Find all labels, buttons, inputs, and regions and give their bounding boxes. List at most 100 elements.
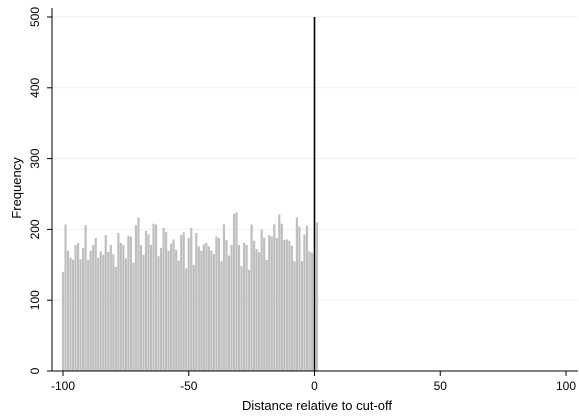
histogram-bar xyxy=(222,224,226,371)
histogram-bar xyxy=(112,254,115,371)
histogram-bar xyxy=(154,224,158,371)
x-tick-label: -100 xyxy=(51,379,75,393)
histogram-bar xyxy=(64,224,67,371)
histogram-bar xyxy=(107,252,110,371)
histogram-bar xyxy=(240,266,243,371)
histogram-bar xyxy=(230,244,233,371)
histogram-bar xyxy=(119,242,122,371)
histogram-bar xyxy=(205,242,208,371)
histogram-bar xyxy=(273,224,276,371)
histogram-bar xyxy=(303,234,306,371)
histogram-bar xyxy=(76,242,80,371)
histogram-bar xyxy=(147,234,150,371)
histogram-bar xyxy=(315,222,319,371)
histogram-bar xyxy=(134,225,138,371)
histogram-bar xyxy=(172,239,175,371)
histogram-bar xyxy=(310,252,314,371)
histogram-bar xyxy=(129,236,133,371)
histogram-bar xyxy=(182,232,185,371)
histogram-bar xyxy=(245,244,248,371)
histogram-bar xyxy=(200,250,203,371)
histogram-bar xyxy=(69,257,72,371)
histogram-bar xyxy=(127,235,130,371)
histogram-bar xyxy=(142,254,145,371)
histogram-bar xyxy=(248,269,251,371)
histogram-bar xyxy=(152,223,155,371)
histogram-bar xyxy=(87,259,90,371)
histogram-bar xyxy=(99,251,102,371)
y-tick-label: 300 xyxy=(28,148,42,168)
histogram-bar xyxy=(79,259,82,371)
histogram-bar xyxy=(275,237,278,371)
histogram-bar xyxy=(124,258,127,371)
histogram-bar xyxy=(227,255,231,371)
histogram-bar xyxy=(260,229,263,371)
histogram-bar xyxy=(104,235,107,371)
histogram-bar xyxy=(74,244,77,371)
histogram-bar xyxy=(202,244,205,371)
histogram-bar xyxy=(165,232,168,371)
histogram-bar xyxy=(280,223,283,371)
histogram-bar xyxy=(114,266,117,371)
histogram-bar xyxy=(82,247,85,371)
histogram-bar xyxy=(217,237,221,371)
y-axis-title: Frequency xyxy=(9,157,24,219)
histogram-bar xyxy=(220,261,223,371)
histogram-bar xyxy=(197,246,200,371)
histogram-bar xyxy=(298,226,301,371)
histogram-bar xyxy=(285,239,288,371)
histogram-bar xyxy=(242,242,246,371)
histogram-bar xyxy=(207,246,210,371)
histogram-bar xyxy=(278,214,281,371)
histogram-bar xyxy=(162,227,165,371)
histogram-bar xyxy=(117,232,120,371)
y-axis-ticks: 0 100 200 300 400 500 xyxy=(28,7,52,374)
histogram-bar xyxy=(94,237,97,371)
histogram-bar xyxy=(139,244,143,371)
x-axis-ticks: -100 -50 0 50 100 xyxy=(51,371,576,393)
histogram-bar xyxy=(270,236,273,371)
histogram-bar xyxy=(253,240,256,371)
y-tick-label: 400 xyxy=(28,77,42,97)
histogram-bar xyxy=(195,232,198,371)
x-tick-label: 100 xyxy=(556,379,576,393)
histogram-bar xyxy=(122,244,125,371)
x-tick-label: -50 xyxy=(180,379,198,393)
histogram-bar xyxy=(268,235,271,371)
histogram-bar xyxy=(144,230,148,371)
histogram-bar xyxy=(308,251,311,371)
histogram-bar xyxy=(288,240,291,371)
histogram-bar xyxy=(210,250,213,371)
histogram-bar xyxy=(258,252,261,371)
y-tick-label: 0 xyxy=(28,367,42,374)
y-tick-label: 100 xyxy=(28,290,42,310)
histogram-bar xyxy=(300,261,304,371)
y-tick-label: 200 xyxy=(28,219,42,239)
histogram-bar xyxy=(97,257,100,371)
histogram-bar xyxy=(305,225,309,371)
histogram-bar xyxy=(109,244,112,371)
y-tick-label: 500 xyxy=(28,7,42,27)
histogram-bar xyxy=(237,244,241,371)
histogram-bar xyxy=(89,250,92,371)
histogram-bar xyxy=(61,271,65,371)
histogram-bar xyxy=(283,240,286,371)
histogram-bar xyxy=(232,213,236,371)
x-tick-label: 0 xyxy=(311,379,318,393)
histogram-bar xyxy=(250,224,253,371)
histogram-bar xyxy=(167,250,170,371)
histogram-bar xyxy=(215,236,218,371)
histogram-bar xyxy=(159,247,163,371)
histogram-bar xyxy=(225,240,228,371)
x-axis-title: Distance relative to cut-off xyxy=(242,398,392,413)
histogram-bar xyxy=(149,244,153,371)
histogram-bar xyxy=(190,227,193,371)
histogram-bar xyxy=(295,217,298,371)
histogram-bar xyxy=(212,254,215,371)
histogram-bar xyxy=(263,237,266,371)
histogram-bar xyxy=(84,225,87,371)
histogram-bar xyxy=(175,249,178,371)
histogram-bar xyxy=(66,250,70,371)
histogram-bar xyxy=(137,217,140,371)
